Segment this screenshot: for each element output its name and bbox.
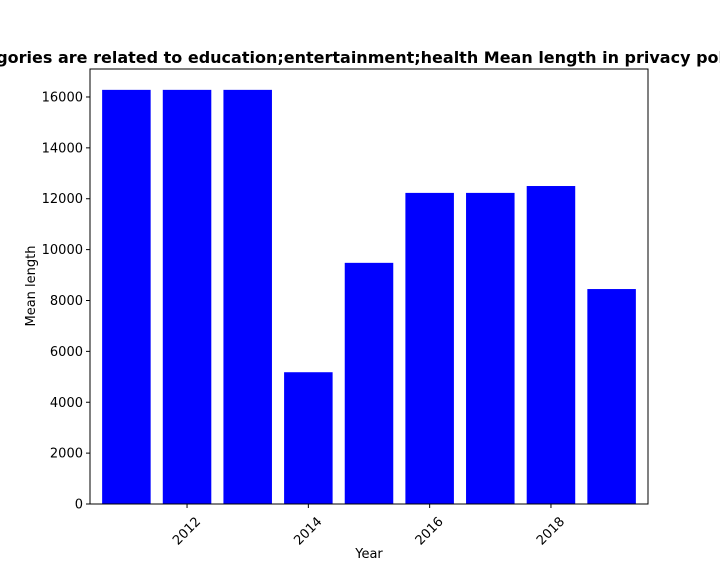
y-tick-label-16000: 16000 [42,90,83,105]
bar-2015 [344,262,394,504]
bar-2014 [284,372,333,504]
y-tick-label-0: 0 [75,498,83,513]
chart-title: Categories are related to education;ente… [0,48,720,67]
y-tick-label-12000: 12000 [42,192,83,207]
x-tick-label-2012: 2012 [170,514,204,548]
y-tick-label-10000: 10000 [42,243,83,258]
y-tick-label-6000: 6000 [50,345,83,360]
bars-layer [102,89,636,505]
x-axis-label: Year [354,547,383,562]
bar-2016 [405,192,454,504]
y-tick-label-2000: 2000 [50,447,83,462]
x-tick-label-2018: 2018 [534,514,568,548]
y-tick-label-4000: 4000 [50,396,83,411]
bar-2019 [587,289,636,504]
bar-2017 [466,192,515,504]
plot-frame [89,68,649,505]
y-axis: 0 2000 4000 6000 8000 10000 12000 14000 16000 [42,90,90,513]
x-tick-label-2016: 2016 [413,514,447,548]
y-tick-label-8000: 8000 [50,294,83,309]
bar-2012 [162,89,212,505]
bar-2013 [223,89,272,505]
bar-2018 [526,186,576,504]
y-tick-label-14000: 14000 [42,141,83,156]
bar-2011 [102,89,151,505]
x-axis: 2012 2014 2016 2018 [170,504,568,548]
x-tick-label-2014: 2014 [291,514,325,548]
y-axis-label: Mean length [24,246,39,327]
